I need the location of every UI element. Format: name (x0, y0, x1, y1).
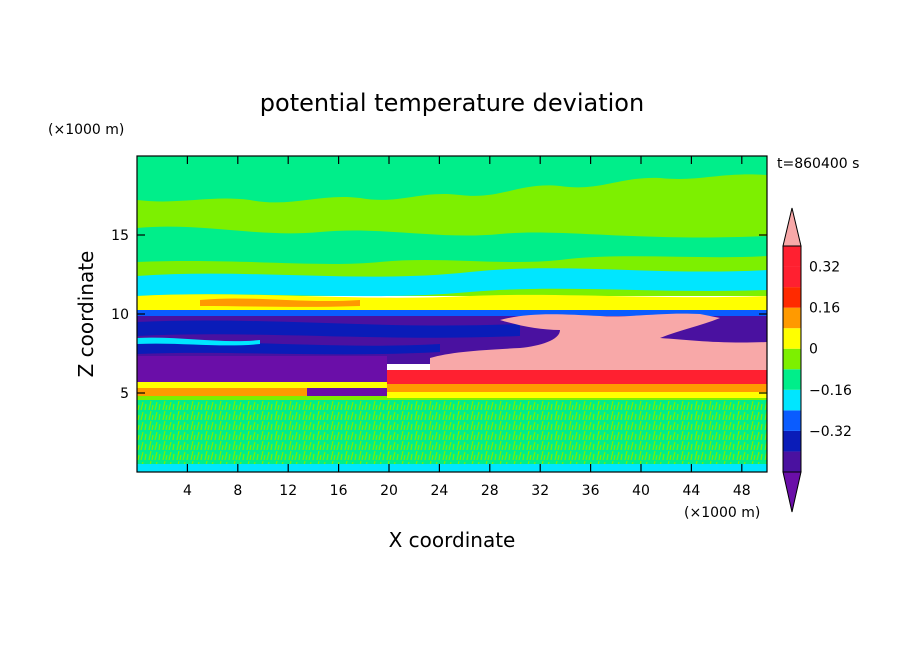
contour-fields (137, 156, 767, 472)
colorbar-segment (783, 328, 801, 349)
colorbar-label: 0 (809, 342, 818, 358)
x-axis-ticks: 4 8 12 16 20 24 28 32 36 40 44 48 (183, 156, 751, 499)
field-cyan-streaks (137, 268, 767, 297)
x-tick-label: 16 (330, 483, 348, 499)
field-lower-orange (137, 388, 307, 398)
colorbar-segment (783, 369, 801, 390)
field-warm-yellow (387, 392, 767, 398)
field-cold-pool (137, 356, 387, 382)
x-tick-label: 44 (682, 483, 700, 499)
colorbar-min-extend (782, 471, 802, 513)
field-warm-core (430, 358, 767, 370)
colorbar-label: 0.16 (809, 301, 840, 317)
time-label: t=860400 s (777, 156, 859, 172)
x-tick-label: 4 (183, 483, 192, 499)
colorbar-segment (783, 307, 801, 329)
field-cold-blue-bands (137, 320, 520, 355)
field-warm-plume (430, 313, 767, 358)
field-mid-green-band (137, 226, 767, 264)
x-tick-label: 12 (279, 483, 297, 499)
x-tick-label: 20 (380, 483, 398, 499)
field-cyan-mid (137, 337, 260, 346)
x-tick-label: 48 (733, 483, 751, 499)
y-tick-label: 10 (111, 307, 129, 323)
colorbar-segment (783, 430, 801, 452)
chart-title: potential temperature deviation (260, 89, 644, 117)
field-warm-orange (387, 384, 767, 392)
colorbar-max-extend (782, 207, 802, 247)
colorbar-label: −0.32 (809, 424, 852, 440)
field-orange-streak (200, 298, 360, 307)
field-bottom-edge (137, 464, 767, 472)
colorbar-segment (783, 287, 801, 308)
y-tick-label: 5 (120, 386, 129, 402)
x-tick-label: 8 (233, 483, 242, 499)
field-warm-red (387, 370, 767, 384)
colorbar-segment (783, 348, 801, 370)
field-boundary-layer (137, 400, 767, 472)
colorbar-frame (782, 245, 802, 473)
colorbar-segment (783, 410, 801, 431)
y-unit-label: (×1000 m) (48, 122, 124, 138)
x-tick-label: 24 (430, 483, 448, 499)
x-tick-label: 32 (531, 483, 549, 499)
colorbar-segment (783, 389, 801, 411)
y-tick-label: 15 (111, 228, 129, 244)
colorbar-label: 0.32 (809, 260, 840, 276)
y-axis-label: Z coordinate (74, 251, 98, 378)
colorbar-label: −0.16 (809, 383, 852, 399)
field-lower-yellow (137, 382, 387, 388)
x-axis-label: X coordinate (389, 528, 516, 552)
x-tick-label: 36 (582, 483, 600, 499)
field-upper-green-patches (137, 156, 767, 203)
colorbar-segment (783, 451, 801, 472)
y-axis-ticks: 5 10 15 (111, 228, 767, 402)
x-unit-label: (×1000 m) (684, 505, 760, 521)
x-tick-label: 28 (481, 483, 499, 499)
field-blue-top-edge (137, 310, 767, 316)
colorbar-segment (783, 266, 801, 288)
x-tick-label: 40 (632, 483, 650, 499)
colorbar: 0.32 0.16 0 −0.16 −0.32 (782, 207, 852, 513)
colorbar-segment (783, 246, 801, 267)
